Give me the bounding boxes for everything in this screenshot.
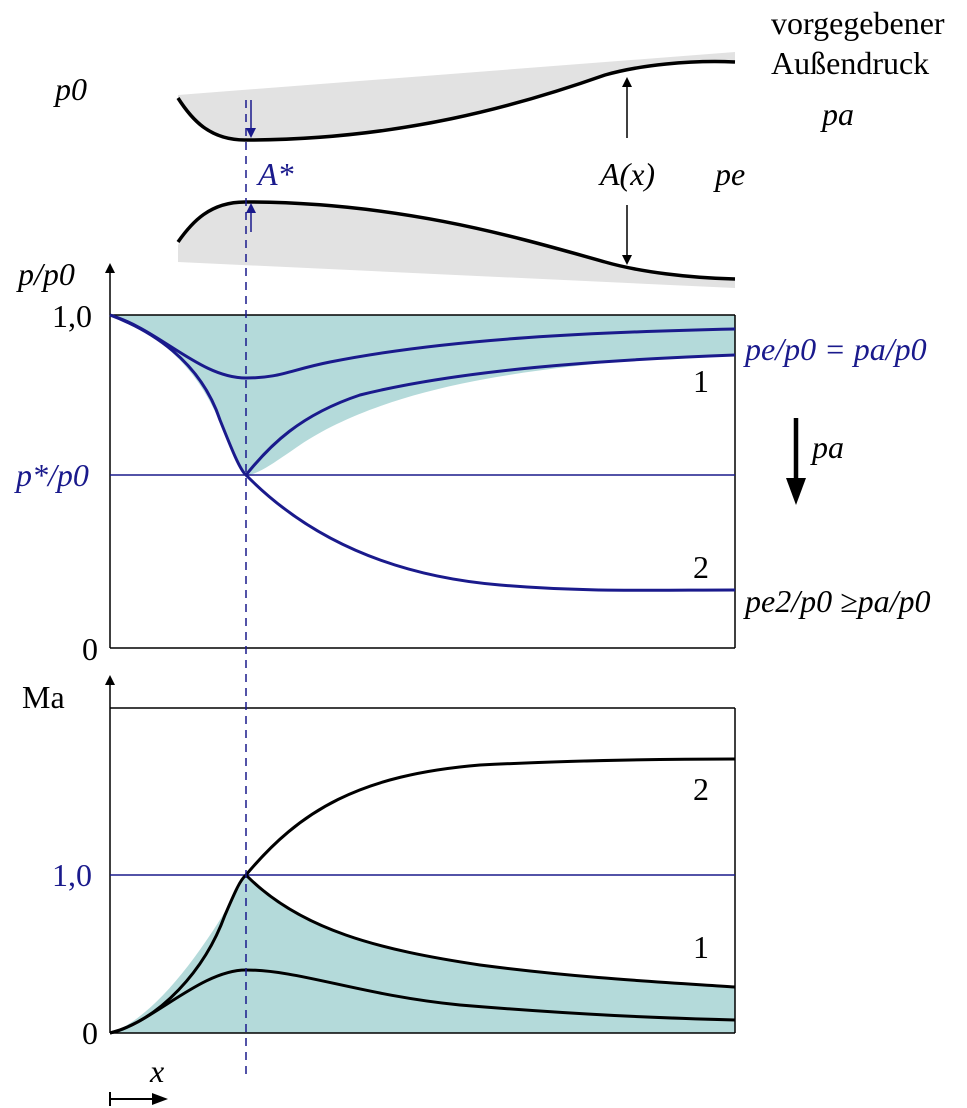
mach-plot: Ma 1,0 0 2 1	[22, 675, 736, 1051]
pressure-curve-2-label: 2	[693, 549, 709, 585]
mach-tick-one: 1,0	[52, 857, 92, 893]
decreasing-pa-arrowhead	[786, 478, 806, 505]
pressure-curve-2	[244, 473, 736, 592]
pressure-curve-1	[109, 313, 736, 478]
label-outside-pressure-line1: vorgegebener	[771, 5, 945, 41]
pressure-tick-top: 1,0	[52, 298, 92, 334]
x-axis-label: x	[149, 1053, 164, 1089]
nozzle-section: p0 vorgegebener Außendruck pa A* A(x) pe	[53, 5, 945, 288]
label-throat-area: A*	[256, 156, 294, 192]
pressure-curve-1-label: 1	[693, 363, 709, 399]
mach-curve-2	[244, 757, 736, 876]
pressure-tick-critical: p*/p0	[14, 457, 89, 493]
pressure-curve-subsonic	[109, 313, 736, 380]
mach-curve-1-label: 1	[693, 929, 709, 965]
label-pe-equals-pa: pe/p0 = pa/p0	[743, 331, 927, 367]
pressure-plot: p/p0 1,0 0 p*/p0 1 2 pe/p0 = pa/p0 pe2/p…	[14, 256, 931, 667]
nozzle-upper-gray-band	[178, 52, 735, 140]
pressure-tick-bottom: 0	[82, 631, 98, 667]
label-area-function: A(x)	[598, 156, 655, 192]
x-direction-arrowhead	[152, 1093, 168, 1105]
mach-curve-subsonic	[109, 968, 736, 1035]
label-pe: pe	[713, 156, 745, 192]
label-pe2-ge-pa: pe2/p0 ≥pa/p0	[743, 583, 931, 619]
arrow-pa-label: pa	[810, 429, 844, 465]
mach-curve-1	[109, 872, 736, 1035]
mach-fill-region	[110, 875, 735, 1033]
nozzle-lower-gray-band	[178, 202, 735, 288]
mach-tick-zero: 0	[82, 1015, 98, 1051]
label-pa: pa	[820, 96, 854, 132]
label-outside-pressure-line2: Außendruck	[771, 45, 929, 81]
nozzle-lower-wall	[176, 200, 736, 281]
nozzle-upper-wall	[176, 59, 736, 142]
mach-y-axis-label: Ma	[22, 679, 65, 715]
x-axis-indicator: x	[109, 1053, 168, 1106]
pressure-y-axis-label: p/p0	[16, 256, 75, 292]
pressure-fill-region	[110, 315, 735, 475]
mach-curve-2-label: 2	[693, 771, 709, 807]
label-p0: p0	[53, 71, 87, 107]
